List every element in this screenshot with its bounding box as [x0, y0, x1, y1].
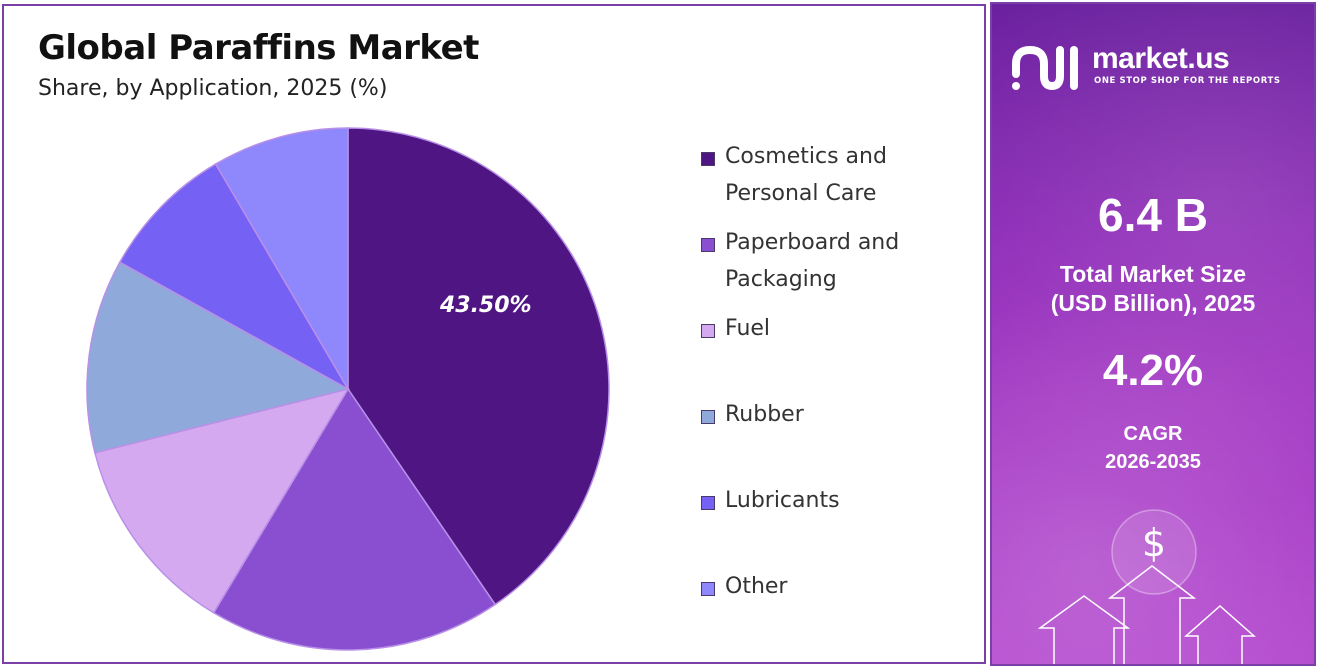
- legend-swatch: [701, 152, 715, 166]
- cagr-label: CAGR 2026-2035: [1105, 423, 1201, 473]
- arrow-up-icon: [1184, 604, 1256, 664]
- chart-panel: Global Paraffins Market Share, by Applic…: [2, 4, 986, 664]
- legend-label: Cosmetics and Personal Care: [725, 144, 887, 206]
- pie-slice-other: [214, 127, 349, 392]
- cagr-value: 4.2%: [1102, 346, 1204, 395]
- legend-label: Paperboard and Packaging: [725, 230, 900, 292]
- pie-slice-paperboard-and-packaging: [212, 387, 497, 651]
- legend-swatch: [701, 582, 715, 596]
- legend-item-rubber: Rubber: [701, 402, 975, 433]
- legend-label: Rubber: [725, 402, 804, 427]
- legend-label: Lubricants: [725, 488, 840, 513]
- brand-name: market.us: [1092, 42, 1230, 75]
- logo-icon: [1012, 45, 1078, 91]
- legend-swatch: [701, 496, 715, 510]
- pie-slice-cosmetics-and-personal-care: [347, 127, 610, 606]
- arrow-up-icon: [1037, 595, 1131, 664]
- brand-tagline: ONE STOP SHOP FOR THE REPORTS: [1094, 76, 1281, 86]
- legend-item-paperboard: Paperboard and Packaging: [701, 230, 975, 298]
- brand-logo: market.us ONE STOP SHOP FOR THE REPORTS: [1010, 42, 1300, 98]
- info-panel: $ market.us ONE STOP SHOP FOR THE REPORT…: [990, 2, 1316, 666]
- legend-item-cosmetics: Cosmetics and Personal Care: [701, 144, 975, 212]
- pie-slice-rubber: [86, 261, 351, 454]
- chart-title: Global Paraffins Market: [38, 28, 479, 68]
- market-size-value: 6.4 B: [1098, 189, 1208, 241]
- decoration-graphic: $: [1037, 509, 1256, 664]
- legend-item-other: Other: [701, 574, 975, 605]
- legend-swatch: [701, 238, 715, 252]
- chart-subtitle: Share, by Application, 2025 (%): [38, 76, 388, 101]
- legend-swatch: [701, 324, 715, 338]
- arrow-up-icon: [1107, 565, 1197, 664]
- background-overlay: [992, 4, 1314, 664]
- legend-item-lubricants: Lubricants: [701, 488, 975, 519]
- legend-swatch: [701, 410, 715, 424]
- market-size-label: Total Market Size (USD Billion), 2025: [1050, 261, 1256, 316]
- legend-label: Other: [725, 574, 788, 599]
- pie-slice-lubricants: [118, 163, 351, 391]
- dollar-icon: $: [1142, 521, 1166, 565]
- legend-label: Fuel: [725, 316, 771, 341]
- pie-slice-fuel: [94, 387, 350, 614]
- pie-chart: 43.50%: [86, 127, 610, 651]
- data-label-cosmetics-and-personal-care: 43.50%: [439, 293, 532, 318]
- legend-item-fuel: Fuel: [701, 316, 975, 347]
- coin-icon: [1111, 509, 1197, 595]
